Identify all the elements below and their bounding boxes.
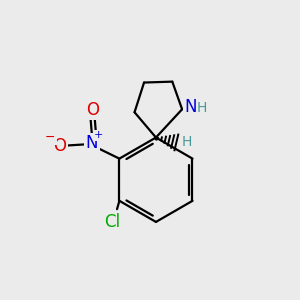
Text: O: O: [53, 136, 66, 154]
Text: N: N: [184, 98, 197, 116]
Text: −: −: [45, 131, 56, 144]
Text: H: H: [182, 135, 192, 149]
Text: O: O: [86, 100, 99, 118]
Text: +: +: [94, 130, 103, 140]
Text: Cl: Cl: [104, 213, 120, 231]
Text: H: H: [197, 101, 208, 115]
Text: N: N: [86, 134, 98, 152]
